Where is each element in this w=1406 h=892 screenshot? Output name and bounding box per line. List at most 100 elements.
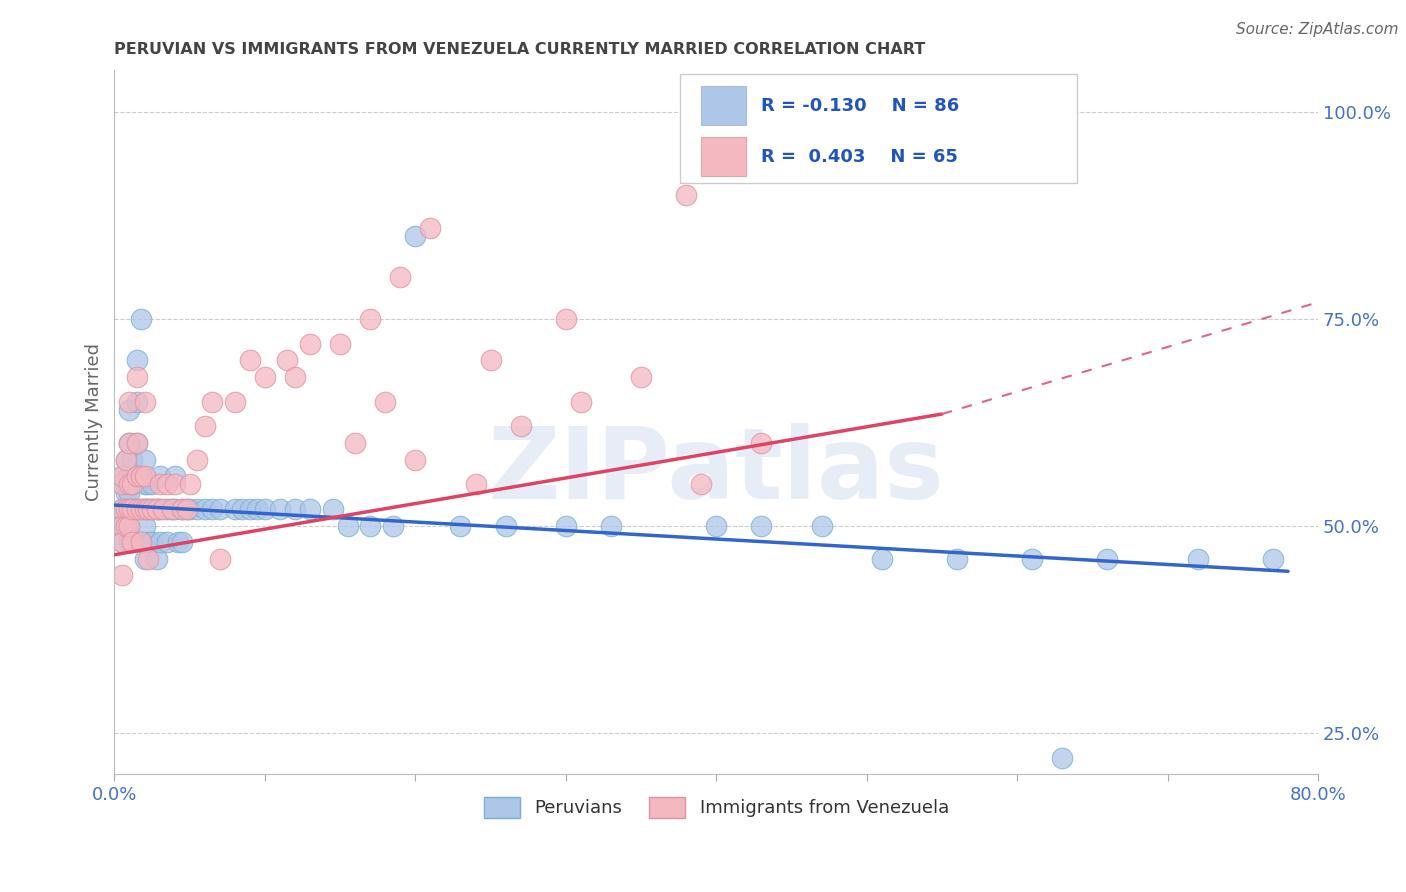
Point — [166, 535, 188, 549]
Point — [145, 502, 167, 516]
Point — [125, 502, 148, 516]
Point — [450, 518, 472, 533]
Point — [276, 353, 298, 368]
Point — [690, 477, 713, 491]
Point — [125, 436, 148, 450]
Text: Source: ZipAtlas.com: Source: ZipAtlas.com — [1236, 22, 1399, 37]
Point — [554, 311, 576, 326]
Point — [194, 419, 217, 434]
Text: R = -0.130    N = 86: R = -0.130 N = 86 — [761, 96, 959, 114]
Point — [751, 518, 773, 533]
Point — [751, 436, 773, 450]
Point — [115, 518, 138, 533]
Point — [111, 469, 134, 483]
Point — [115, 502, 138, 516]
Point — [141, 535, 163, 549]
Point — [176, 502, 198, 516]
Y-axis label: Currently Married: Currently Married — [86, 343, 103, 501]
Point — [419, 220, 441, 235]
Point — [148, 535, 170, 549]
Point — [253, 502, 276, 516]
Point — [1021, 552, 1043, 566]
Point — [118, 436, 141, 450]
Point — [172, 535, 194, 549]
Point — [118, 502, 141, 516]
Point — [224, 394, 246, 409]
Point — [131, 469, 153, 483]
Point — [239, 353, 262, 368]
Point — [121, 477, 143, 491]
Point — [136, 535, 159, 549]
Point — [125, 502, 148, 516]
Point — [675, 187, 697, 202]
Point — [115, 518, 138, 533]
Point — [464, 477, 486, 491]
Point — [509, 419, 531, 434]
FancyBboxPatch shape — [681, 74, 1077, 183]
Point — [208, 502, 231, 516]
Point — [554, 518, 576, 533]
Point — [118, 535, 141, 549]
Point — [131, 502, 153, 516]
Point — [131, 502, 153, 516]
Point — [118, 436, 141, 450]
Point — [156, 502, 179, 516]
Point — [160, 502, 183, 516]
Point — [141, 477, 163, 491]
Point — [810, 518, 832, 533]
Point — [134, 518, 156, 533]
Point — [148, 477, 170, 491]
Point — [201, 394, 224, 409]
Point — [136, 552, 159, 566]
Point — [374, 394, 396, 409]
Point — [269, 502, 291, 516]
Point — [121, 477, 143, 491]
Point — [336, 518, 359, 533]
Point — [111, 502, 134, 516]
Point — [152, 502, 174, 516]
Point — [131, 311, 153, 326]
Point — [134, 502, 156, 516]
Point — [134, 552, 156, 566]
Point — [118, 518, 141, 533]
Point — [118, 485, 141, 500]
Point — [1187, 552, 1209, 566]
Point — [136, 477, 159, 491]
Point — [704, 518, 727, 533]
FancyBboxPatch shape — [700, 137, 747, 176]
Point — [253, 369, 276, 384]
Point — [121, 452, 143, 467]
Point — [125, 436, 148, 450]
Point — [201, 502, 224, 516]
Point — [125, 469, 148, 483]
Point — [359, 311, 381, 326]
Text: R =  0.403    N = 65: R = 0.403 N = 65 — [761, 147, 957, 166]
Point — [284, 369, 307, 384]
Point — [121, 535, 143, 549]
Text: PERUVIAN VS IMMIGRANTS FROM VENEZUELA CURRENTLY MARRIED CORRELATION CHART: PERUVIAN VS IMMIGRANTS FROM VENEZUELA CU… — [114, 42, 925, 57]
Point — [125, 369, 148, 384]
Point — [404, 452, 426, 467]
Point — [136, 502, 159, 516]
Point — [134, 452, 156, 467]
Point — [208, 552, 231, 566]
Point — [134, 502, 156, 516]
Point — [194, 502, 217, 516]
Point — [359, 518, 381, 533]
Point — [389, 270, 412, 285]
Point — [134, 477, 156, 491]
Point — [148, 469, 170, 483]
Point — [156, 535, 179, 549]
Point — [600, 518, 623, 533]
Point — [322, 502, 344, 516]
Point — [145, 502, 167, 516]
FancyBboxPatch shape — [700, 87, 747, 125]
Point — [125, 353, 148, 368]
Point — [131, 535, 153, 549]
Point — [111, 477, 134, 491]
Point — [1052, 750, 1074, 764]
Point — [344, 436, 367, 450]
Point — [141, 502, 163, 516]
Point — [118, 394, 141, 409]
Point — [179, 477, 201, 491]
